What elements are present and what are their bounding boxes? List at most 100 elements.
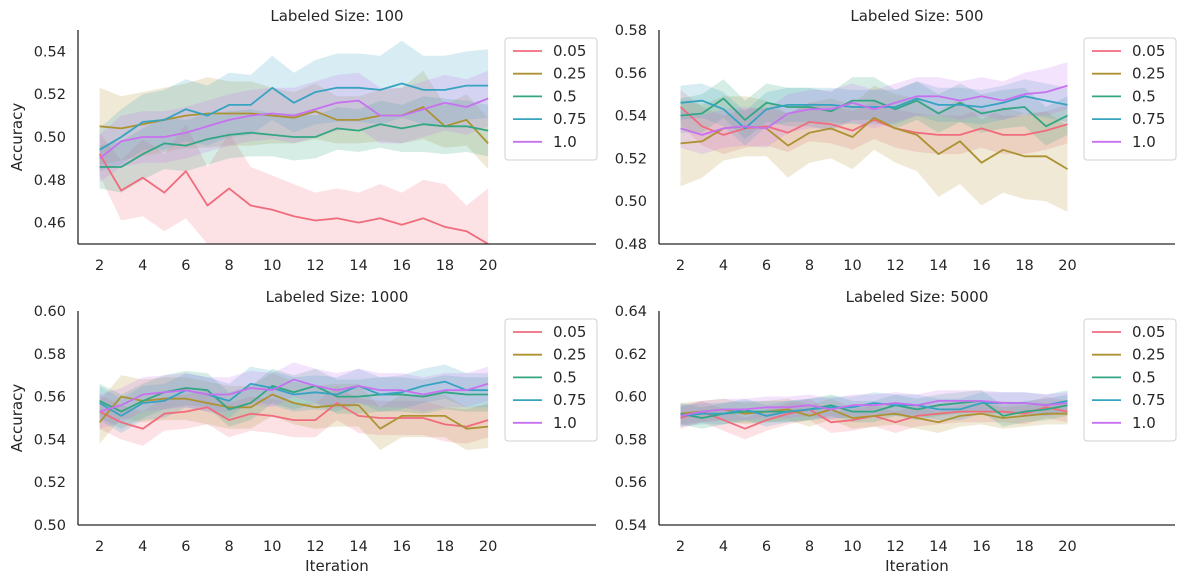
legend-label-1.0: 1.0 bbox=[1132, 133, 1156, 151]
series-line-0.05 bbox=[98, 153, 489, 244]
legend-label-1.0: 1.0 bbox=[553, 414, 577, 432]
x-tick-label: 2 bbox=[676, 539, 685, 555]
legend-label-0.25: 0.25 bbox=[553, 346, 586, 364]
chart-panel-2: Labeled Size: 500 2 4 6 8 10 12 14 16 18 20 0.48 0.5… bbox=[615, 7, 1177, 274]
legend-frame bbox=[504, 318, 598, 442]
x-tick-label: 6 bbox=[181, 539, 190, 555]
x-tick-label: 10 bbox=[263, 539, 281, 555]
series-line-0.25 bbox=[680, 408, 1068, 424]
x-tick-label: 2 bbox=[95, 539, 104, 555]
x-tick-label: 20 bbox=[479, 258, 497, 274]
legend-label-0.25: 0.25 bbox=[1132, 65, 1165, 83]
series-line-0.5 bbox=[99, 123, 489, 168]
x-tick-label: 18 bbox=[436, 539, 454, 555]
series-line-0.25 bbox=[98, 393, 489, 430]
legend-label-0.05: 0.05 bbox=[553, 323, 586, 341]
x-tick-label: 4 bbox=[719, 258, 728, 274]
x-tick-label: 18 bbox=[1015, 539, 1033, 555]
band-0.25 bbox=[680, 85, 1068, 212]
band-0.05 bbox=[99, 124, 489, 244]
x-tick-label: 16 bbox=[393, 539, 411, 555]
y-tick-label: 0.64 bbox=[615, 304, 647, 320]
band-0.5 bbox=[680, 77, 1068, 146]
y-tick-label: 0.48 bbox=[615, 237, 647, 253]
series-line-0.75 bbox=[680, 95, 1068, 130]
legend-label-0.05: 0.05 bbox=[553, 42, 586, 60]
x-tick-label: 16 bbox=[972, 258, 990, 274]
legend-label-0.25: 0.25 bbox=[553, 65, 586, 83]
legend-frame bbox=[1083, 318, 1177, 442]
chart-panel-3: Labeled Size: 1000 2 4 6 8 10 12 14 16 18 20 0.50 0.… bbox=[8, 288, 598, 575]
series-lines bbox=[98, 82, 489, 244]
x-tick-label: 12 bbox=[886, 258, 904, 274]
x-tick-label: 12 bbox=[306, 258, 324, 274]
series-line-0.5 bbox=[680, 399, 1068, 419]
y-tick-label: 0.60 bbox=[34, 304, 66, 320]
legend-label-0.05: 0.05 bbox=[1132, 42, 1165, 60]
x-tick-label: 2 bbox=[676, 258, 685, 274]
x-tick-label: 14 bbox=[349, 258, 367, 274]
x-axis-label: Iteration bbox=[305, 557, 369, 575]
x-tick-label: 10 bbox=[263, 258, 281, 274]
y-tick-label: 0.54 bbox=[615, 109, 647, 125]
x-tick-label: 8 bbox=[805, 258, 814, 274]
x-tick-label: 4 bbox=[719, 539, 728, 555]
legend-label-0.75: 0.75 bbox=[1132, 110, 1165, 128]
legend: 0.05 0.25 0.5 0.75 1.0 bbox=[504, 318, 598, 442]
band-0.75 bbox=[99, 40, 489, 172]
confidence-bands bbox=[680, 62, 1068, 212]
legend-label-0.5: 0.5 bbox=[1132, 368, 1156, 386]
x-tick-label: 18 bbox=[436, 258, 454, 274]
y-tick-label: 0.50 bbox=[34, 130, 66, 146]
legend-label-0.5: 0.5 bbox=[553, 87, 577, 105]
series-line-1.0 bbox=[680, 399, 1068, 417]
chart-panel-4: Labeled Size: 5000 2 4 6 8 10 12 14 16 18 20 0.54 0.… bbox=[615, 288, 1177, 575]
x-tick-label: 20 bbox=[1058, 258, 1076, 274]
x-tick-label: 6 bbox=[762, 258, 771, 274]
chart-title: Labeled Size: 5000 bbox=[846, 288, 989, 306]
x-tick-label: 20 bbox=[1058, 539, 1076, 555]
x-tick-label: 4 bbox=[138, 539, 147, 555]
legend: 0.05 0.25 0.5 0.75 1.0 bbox=[1083, 318, 1177, 442]
y-tick-label: 0.50 bbox=[615, 194, 647, 210]
x-tick-label: 4 bbox=[138, 258, 147, 274]
y-tick-label: 0.48 bbox=[34, 173, 66, 189]
y-tick-label: 0.56 bbox=[615, 475, 647, 491]
y-tick-label: 0.58 bbox=[615, 432, 647, 448]
x-tick-label: 16 bbox=[972, 539, 990, 555]
x-axis-label: Iteration bbox=[885, 557, 949, 575]
y-tick-label: 0.50 bbox=[34, 518, 66, 534]
legend: 0.05 0.25 0.5 0.75 1.0 bbox=[1083, 37, 1177, 161]
legend-label-0.25: 0.25 bbox=[1132, 346, 1165, 364]
y-tick-label: 0.62 bbox=[615, 347, 647, 363]
x-tick-label: 6 bbox=[762, 539, 771, 555]
legend-label-0.5: 0.5 bbox=[553, 368, 577, 386]
band-0.5 bbox=[680, 390, 1068, 429]
x-tick-label: 6 bbox=[181, 258, 190, 274]
legend: 0.05 0.25 0.5 0.75 1.0 bbox=[504, 37, 598, 161]
x-tick-label: 8 bbox=[805, 539, 814, 555]
x-tick-label: 10 bbox=[843, 258, 861, 274]
band-1.0 bbox=[680, 62, 1068, 155]
legend-label-1.0: 1.0 bbox=[1132, 414, 1156, 432]
y-tick-label: 0.56 bbox=[615, 66, 647, 82]
series-line-0.5 bbox=[680, 97, 1068, 128]
band-0.25 bbox=[99, 70, 489, 170]
y-tick-label: 0.52 bbox=[615, 151, 647, 167]
legend-label-0.75: 0.75 bbox=[1132, 391, 1165, 409]
x-tick-label: 20 bbox=[479, 539, 497, 555]
band-1.0 bbox=[99, 362, 489, 429]
series-line-0.75 bbox=[99, 380, 489, 417]
series-lines bbox=[98, 378, 489, 430]
chart-panel-1: Labeled Size: 100 2 4 6 8 10 12 14 16 18 20 0.46 0.4… bbox=[8, 7, 598, 274]
y-tick-label: 0.54 bbox=[34, 44, 66, 60]
x-tick-label: 18 bbox=[1015, 258, 1033, 274]
band-0.5 bbox=[99, 368, 489, 429]
x-tick-label: 10 bbox=[843, 539, 861, 555]
series-lines bbox=[679, 84, 1068, 170]
band-0.5 bbox=[99, 96, 489, 193]
series-line-0.05 bbox=[99, 402, 489, 430]
x-tick-label: 8 bbox=[224, 539, 233, 555]
chart-title: Labeled Size: 1000 bbox=[266, 288, 409, 306]
